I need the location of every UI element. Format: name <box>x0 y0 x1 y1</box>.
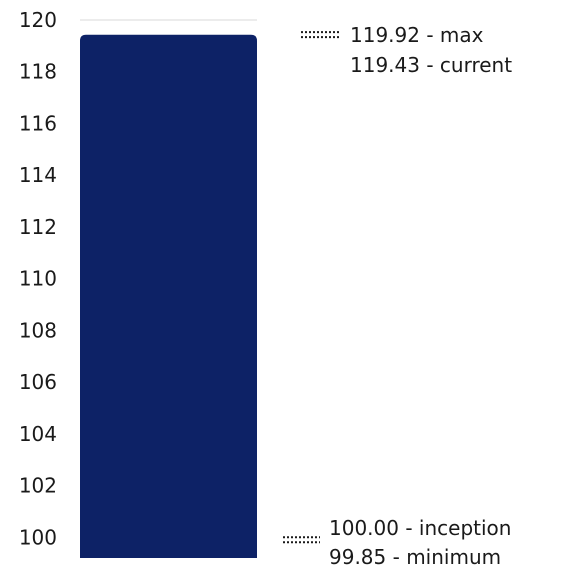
y-tick-label: 118 <box>19 60 57 84</box>
max-annotation-label: 119.92 - max <box>350 23 484 47</box>
bottom-annotation: 100.00 - inception 99.85 - minimum <box>283 516 511 569</box>
minimum-annotation-label: 99.85 - minimum <box>329 545 501 569</box>
y-tick-label: 110 <box>19 267 57 291</box>
y-tick-label: 116 <box>19 111 57 135</box>
annotations: 119.92 - max 119.43 - current 100.00 - i… <box>283 23 512 569</box>
y-tick-label: 114 <box>19 163 57 187</box>
bar <box>80 34 257 558</box>
y-tick-label: 112 <box>19 215 57 239</box>
y-tick-label: 104 <box>19 422 57 446</box>
inception-annotation-label: 100.00 - inception <box>329 516 511 540</box>
top-annotation: 119.92 - max 119.43 - current <box>301 23 512 77</box>
y-tick-label: 108 <box>19 318 57 342</box>
y-tick-label: 102 <box>19 474 57 498</box>
y-tick-label: 100 <box>19 525 57 549</box>
y-tick-label: 106 <box>19 370 57 394</box>
y-axis-tick-labels: 100 102 104 106 108 110 112 114 116 118 120 <box>19 8 57 549</box>
y-tick-label: 120 <box>19 8 57 32</box>
current-annotation-label: 119.43 - current <box>350 53 512 77</box>
bars <box>80 34 257 558</box>
